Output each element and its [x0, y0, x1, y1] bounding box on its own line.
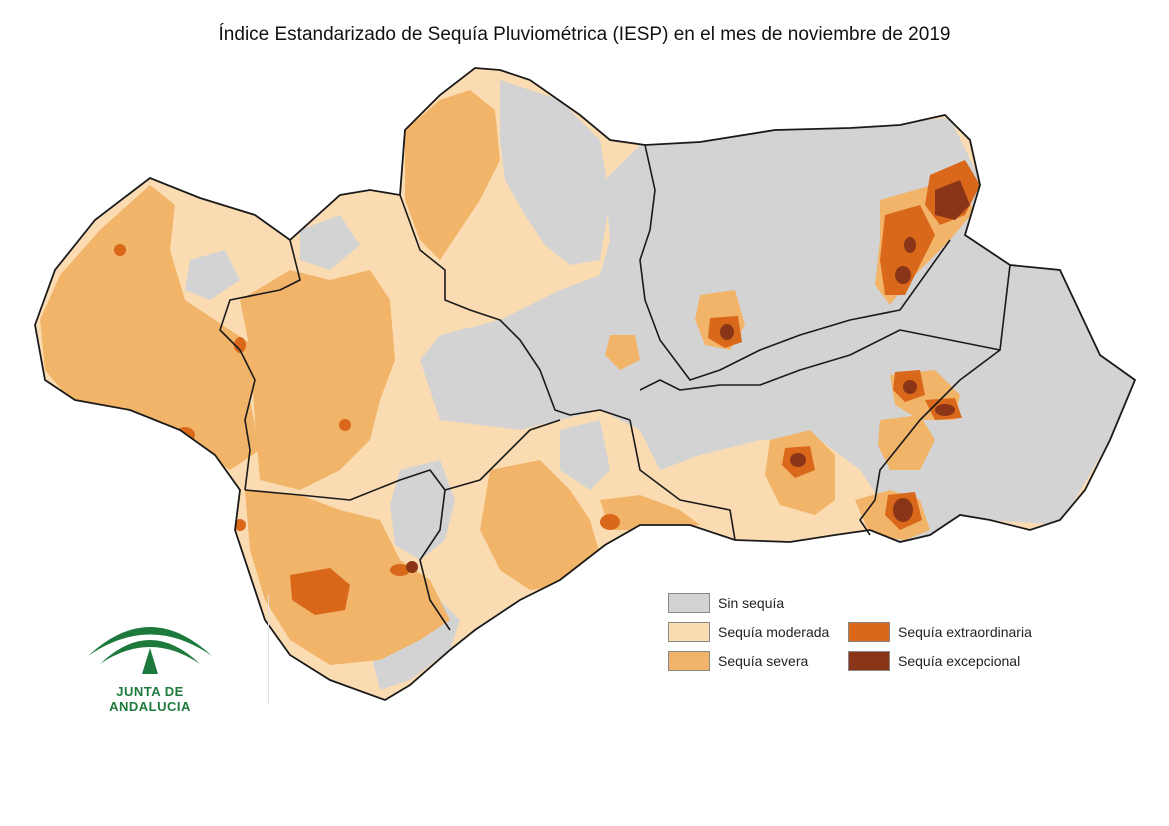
legend-swatch	[668, 593, 710, 613]
province-borders	[219, 144, 1011, 631]
legend-item-excepcional: Sequía excepcional	[848, 650, 1020, 672]
divider	[268, 595, 269, 705]
legend-label: Sequía severa	[718, 653, 809, 669]
legend-label: Sequía extraordinaria	[898, 624, 1032, 640]
legend-label: Sin sequía	[718, 595, 785, 611]
legend-item-moderada: Sequía moderada	[668, 621, 829, 643]
junta-andalucia-emblem-icon	[88, 627, 212, 674]
junta-andalucia-logo: JUNTA DE ANDALUCIA	[80, 608, 220, 714]
legend-item-severa: Sequía severa	[668, 650, 808, 672]
legend-swatch	[668, 651, 710, 671]
legend-swatch	[848, 622, 890, 642]
excepcional-areas	[406, 180, 970, 573]
legend-label: Sequía moderada	[718, 624, 830, 640]
logo-text: JUNTA DE ANDALUCIA	[109, 684, 191, 714]
map-title: Índice Estandarizado de Sequía Pluviomét…	[218, 24, 951, 45]
legend-item-sin-sequia: Sin sequía	[668, 592, 784, 614]
legend: Sin sequía Sequía moderada Sequía severa…	[668, 592, 1068, 682]
legend-swatch	[668, 622, 710, 642]
legend-label: Sequía excepcional	[898, 653, 1021, 669]
legend-swatch	[848, 651, 890, 671]
legend-item-extraordinaria: Sequía extraordinaria	[848, 621, 1032, 643]
